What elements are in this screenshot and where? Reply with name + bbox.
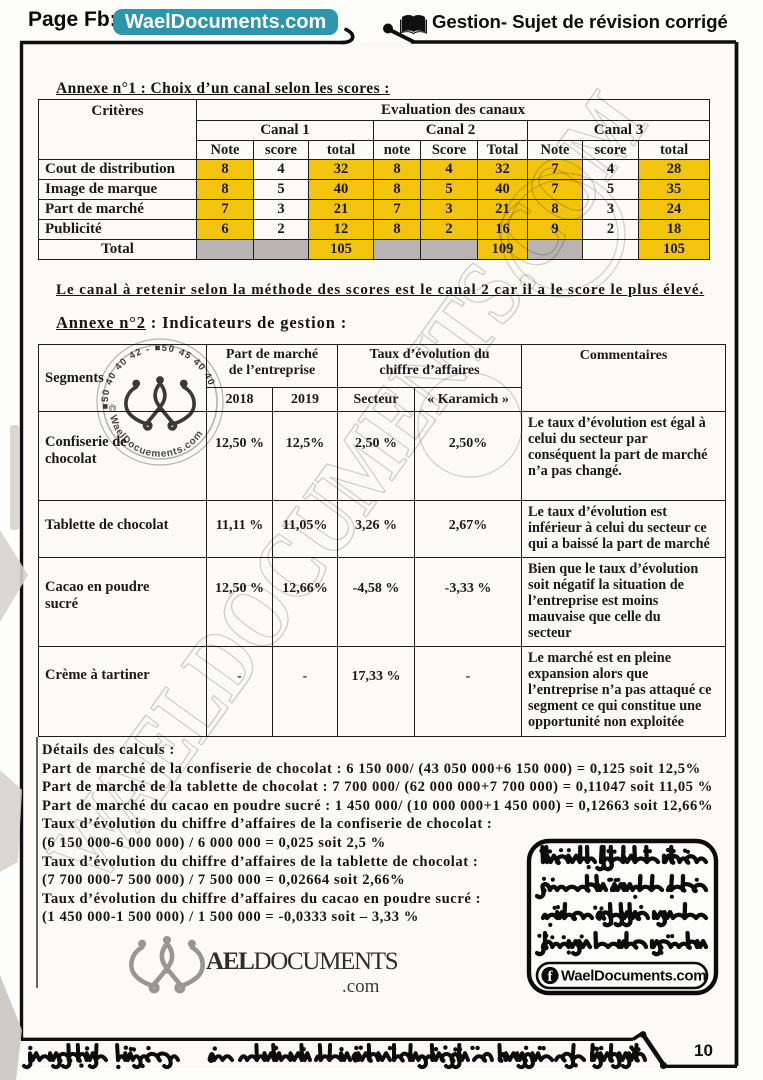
svg-text:WaelDocuments.com: WaelDocuments.com xyxy=(561,968,706,985)
svg-text:f: f xyxy=(548,969,554,985)
